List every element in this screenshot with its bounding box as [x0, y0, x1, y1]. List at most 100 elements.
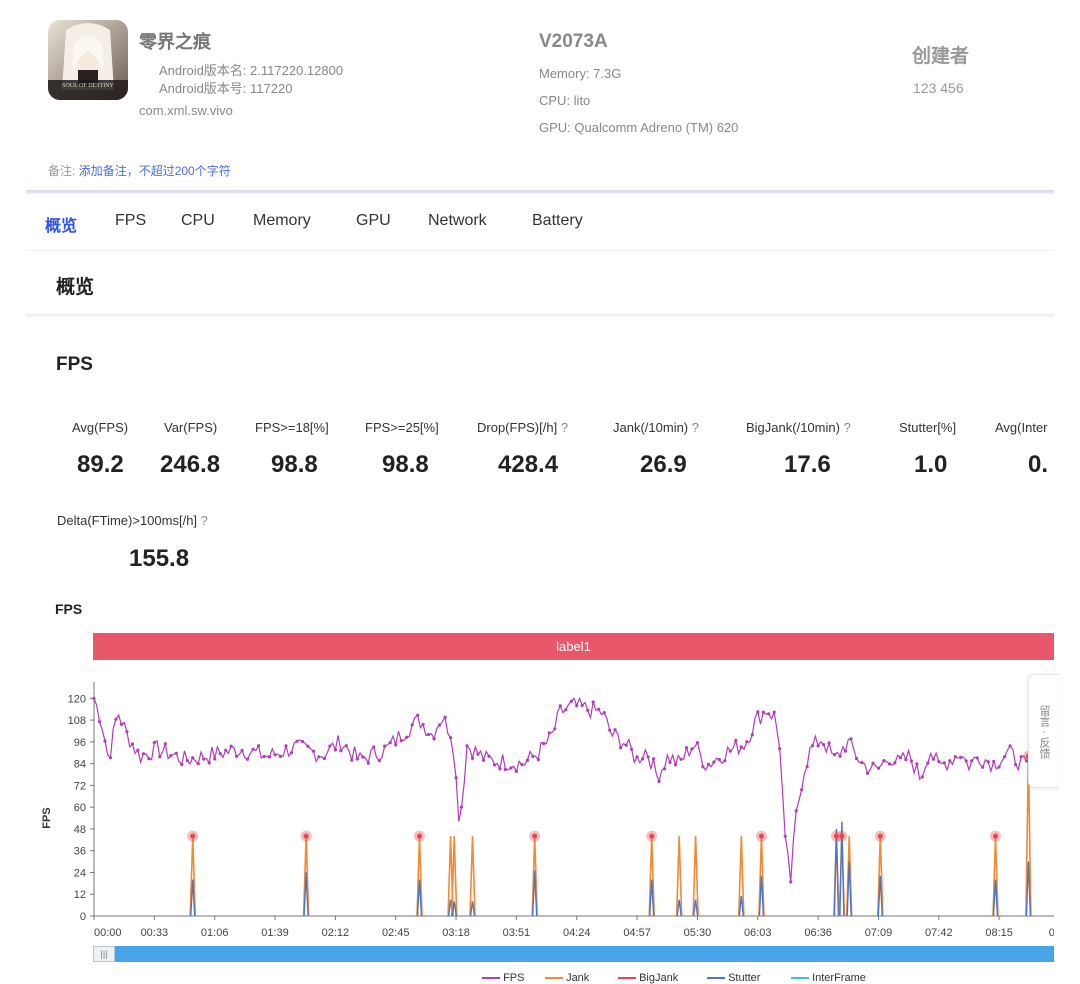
- legend-bigjank-swatch: [618, 977, 636, 980]
- x-tick-label: 01:39: [261, 927, 289, 939]
- creator-id: 123 456: [913, 80, 964, 96]
- fps-point: [684, 746, 689, 750]
- legend-interframe[interactable]: InterFrame: [791, 972, 866, 984]
- help-icon[interactable]: ?: [560, 420, 569, 435]
- fps-point: [119, 722, 123, 726]
- app-icon-art: [48, 20, 128, 100]
- fps-point: [191, 756, 195, 760]
- fps-point: [701, 765, 705, 769]
- metric-value-jank: 26.9: [640, 451, 687, 478]
- label-band[interactable]: label1: [93, 633, 1054, 660]
- metric-value-delta-ftime: 155.8: [129, 545, 190, 572]
- fps-point: [1025, 759, 1029, 763]
- legend-jank[interactable]: Jank: [545, 972, 589, 984]
- help-icon[interactable]: ?: [200, 513, 208, 528]
- fps-point: [569, 699, 573, 703]
- tab-cpu[interactable]: CPU: [181, 212, 215, 229]
- x-tick-label: 07:42: [925, 927, 953, 939]
- metric-value-avg-fps: 89.2: [77, 451, 124, 478]
- tab-memory[interactable]: Memory: [253, 212, 311, 229]
- fps-point: [405, 735, 409, 739]
- fps-point: [509, 766, 513, 770]
- y-tick-label: 96: [74, 737, 86, 749]
- add-remark-link[interactable]: 添加备注，不超过200个字符: [78, 164, 231, 178]
- bigjank-marker: [190, 833, 196, 839]
- metric-label-var-fps: Var(FPS): [164, 420, 218, 435]
- tab-overview[interactable]: 概览: [45, 218, 78, 235]
- remark: 备注: 添加备注，不超过200个字符: [48, 162, 231, 179]
- y-tick-label: 120: [68, 693, 86, 705]
- fps-point: [163, 742, 167, 746]
- help-icon[interactable]: ?: [843, 420, 851, 435]
- legend-fps[interactable]: FPS: [482, 972, 524, 984]
- app-name: 零界之痕: [139, 32, 211, 52]
- stutter-spike: [846, 861, 852, 917]
- fps-point: [805, 765, 809, 769]
- fps-point: [904, 758, 908, 762]
- feedback-button[interactable]: 留言 · 反馈: [1028, 674, 1059, 788]
- metric-value-bigjank: 17.6: [784, 451, 831, 478]
- fps-point: [657, 779, 661, 783]
- fps-point: [185, 759, 189, 763]
- tab-gpu[interactable]: GPU: [356, 212, 391, 229]
- fps-point: [608, 728, 612, 732]
- fps-point: [739, 745, 743, 749]
- fps-point: [854, 756, 859, 761]
- fps-point: [723, 759, 727, 763]
- fps-point: [196, 762, 200, 766]
- fps-point: [284, 744, 288, 748]
- fps-point: [882, 759, 886, 763]
- fps-point: [937, 760, 941, 764]
- device-model: V2073A: [539, 31, 608, 52]
- x-tick-label: 03:18: [442, 927, 470, 939]
- fps-point: [986, 760, 990, 764]
- feedback-button-label: 留言 · 反馈: [1038, 705, 1050, 759]
- fps-chart[interactable]: 0 12 24 36 48 60 72 84 96 108 120 FPS 00:00 00:33 01:0…: [0, 660, 1054, 945]
- metric-value-avg-interframe: 0.: [1028, 451, 1049, 478]
- help-icon[interactable]: ?: [691, 420, 699, 435]
- fps-point: [794, 809, 798, 813]
- x-tick-label: 07:09: [865, 927, 893, 939]
- fps-point: [130, 742, 134, 746]
- fps-point: [673, 763, 678, 767]
- fps-point: [355, 757, 359, 761]
- fps-point: [295, 739, 299, 743]
- fps-point: [246, 757, 250, 761]
- device-gpu: GPU: Qualcomm Adreno (TM) 620: [539, 120, 739, 135]
- fps-series-line: [93, 696, 1050, 882]
- fps-point: [662, 767, 667, 771]
- metric-label-fps18: FPS>=18[%]: [255, 420, 329, 435]
- tab-battery[interactable]: Battery: [532, 212, 583, 229]
- fps-point: [789, 880, 793, 884]
- fps-point: [476, 752, 480, 756]
- jank-spike: [738, 836, 745, 917]
- stutter-spike: [303, 872, 309, 917]
- fps-point: [833, 753, 837, 757]
- fps-point: [251, 747, 255, 751]
- metric-value-fps25: 98.8: [382, 451, 429, 478]
- stutter-spike: [992, 879, 999, 917]
- bigjank-marker: [303, 833, 309, 839]
- fps-point: [487, 754, 491, 758]
- legend-bigjank[interactable]: BigJank: [618, 972, 678, 984]
- bigjank-marker: [416, 833, 422, 839]
- x-tick-label: 08:15: [985, 927, 1013, 939]
- app-version-code: Android版本号: 117220: [159, 81, 293, 96]
- legend-bigjank-label: BigJank: [639, 972, 679, 984]
- y-tick-label: 60: [74, 802, 86, 814]
- fps-point: [311, 749, 315, 753]
- tab-fps[interactable]: FPS: [115, 212, 147, 229]
- stutter-spike: [416, 879, 423, 917]
- legend-stutter[interactable]: Stutter: [707, 972, 760, 984]
- timeline-scrollbar[interactable]: [93, 946, 1054, 962]
- fps-point: [926, 761, 930, 765]
- fps-point: [344, 744, 348, 748]
- metric-label-delta-ftime-text: Delta(FTime)>100ms[/h]: [57, 513, 198, 528]
- fps-point: [959, 755, 963, 759]
- fps-point: [525, 758, 530, 762]
- tab-network[interactable]: Network: [428, 212, 487, 229]
- stutter-spike: [451, 901, 457, 917]
- stutter-spike: [738, 895, 745, 917]
- scrollbar-handle[interactable]: |||: [93, 946, 115, 962]
- fps-point: [734, 738, 738, 743]
